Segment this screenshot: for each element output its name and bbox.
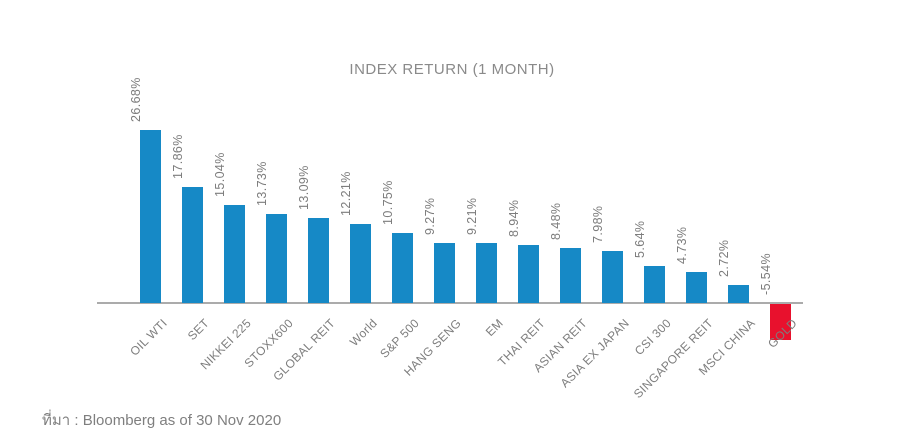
source-note: ที่มา : Bloomberg as of 30 Nov 2020	[42, 412, 282, 429]
bar-csi-300	[643, 266, 665, 303]
bar-gold	[769, 304, 791, 340]
bar-set	[181, 186, 203, 303]
bar-asian-reit	[559, 247, 581, 303]
value-label-msci-china: 2.72%	[717, 239, 731, 278]
value-label-hang-seng: 9.27%	[423, 197, 437, 235]
x-axis-line	[97, 302, 803, 304]
value-label-asian-reit: 8.48%	[549, 202, 563, 240]
bar-msci-china	[727, 285, 749, 303]
chart-title: INDEX RETURN (1 MONTH)	[349, 61, 555, 78]
value-label-oil-wti: 26.68%	[129, 76, 143, 122]
value-label-thai-reit: 8.94%	[507, 199, 521, 237]
value-label-em: 9.21%	[465, 197, 479, 236]
value-label-asia-ex-japan: 7.98%	[591, 205, 605, 244]
bar-global-reit	[307, 217, 329, 303]
value-label-csi-300: 5.64%	[633, 220, 647, 259]
value-label-stoxx600: 13.73%	[255, 160, 269, 206]
bar-hang-seng	[433, 242, 455, 303]
bar-stoxx600	[265, 213, 287, 303]
bar-oil-wti	[139, 129, 161, 303]
bar-thai-reit	[517, 244, 539, 303]
value-label-nikkei-225: 15.04%	[213, 152, 227, 198]
value-label-set: 17.86%	[171, 134, 185, 179]
bar-em	[475, 243, 497, 303]
bar-asia-ex-japan	[601, 251, 623, 303]
value-label-global-reit: 13.09%	[297, 165, 311, 210]
value-label-world: 12.21%	[339, 170, 353, 216]
value-label-s-p-500: 10.75%	[381, 180, 395, 226]
bar-singapore-reit	[685, 272, 707, 303]
bar-world	[349, 223, 371, 303]
value-label-gold: -5.54%	[759, 252, 773, 295]
bar-s-p-500	[391, 233, 413, 303]
bar-nikkei-225	[223, 205, 245, 303]
value-label-singapore-reit: 4.73%	[675, 226, 689, 265]
